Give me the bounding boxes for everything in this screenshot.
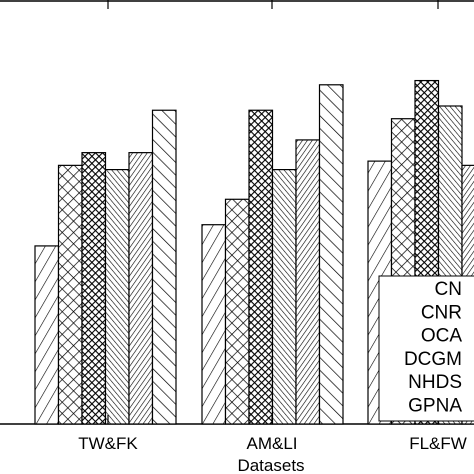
bar-gpna-1	[318, 84, 344, 425]
bars-layer	[34, 79, 474, 425]
legend-label-oca: OCA	[421, 326, 463, 347]
x-tick-label-1: AM&LI	[246, 434, 297, 453]
bar-nhds-0	[128, 152, 154, 425]
legend-label-gpna: GPNA	[408, 396, 462, 417]
x-axis-label: Datasets	[237, 456, 304, 474]
bar-dcgm-0	[104, 169, 130, 425]
bar-oca-1	[248, 109, 274, 425]
legend-label-cn: CN	[435, 279, 462, 300]
bar-cnr-0	[57, 164, 83, 425]
legend-label-nhds: NHDS	[408, 372, 462, 393]
x-tick-label-0: TW&FK	[78, 434, 138, 453]
bar-cn-0	[34, 245, 60, 425]
bar-oca-0	[81, 152, 107, 425]
bar-cn-1	[201, 224, 227, 425]
bar-gpna-0	[151, 109, 177, 425]
bar-nhds-1	[295, 139, 321, 425]
legend-box	[378, 275, 474, 422]
bar-cnr-1	[224, 198, 250, 425]
x-tick-label-2: FL&FW	[409, 434, 467, 453]
bar-dcgm-1	[271, 169, 297, 425]
x-tick-labels: TW&FK AM&LI FL&FW	[78, 434, 467, 453]
legend-label-cnr: CNR	[421, 302, 462, 323]
legend-label-dcgm: DCGM	[404, 349, 462, 370]
